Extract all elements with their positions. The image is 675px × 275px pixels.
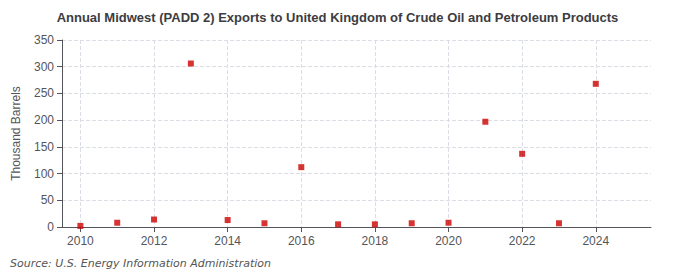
svg-text:350: 350 bbox=[34, 33, 54, 47]
svg-text:0: 0 bbox=[47, 220, 54, 234]
svg-text:Thousand Barrels: Thousand Barrels bbox=[9, 86, 23, 181]
svg-text:50: 50 bbox=[41, 193, 55, 207]
svg-text:100: 100 bbox=[34, 167, 54, 181]
svg-text:2024: 2024 bbox=[582, 234, 609, 248]
svg-text:2020: 2020 bbox=[435, 234, 462, 248]
svg-text:150: 150 bbox=[34, 140, 54, 154]
svg-text:200: 200 bbox=[34, 113, 54, 127]
svg-text:2022: 2022 bbox=[509, 234, 536, 248]
svg-text:2016: 2016 bbox=[288, 234, 315, 248]
svg-text:2014: 2014 bbox=[214, 234, 241, 248]
svg-text:300: 300 bbox=[34, 60, 54, 74]
svg-text:2018: 2018 bbox=[362, 234, 389, 248]
svg-text:2012: 2012 bbox=[141, 234, 168, 248]
svg-text:2010: 2010 bbox=[67, 234, 94, 248]
svg-text:Annual Midwest (PADD 2) Export: Annual Midwest (PADD 2) Exports to Unite… bbox=[57, 10, 619, 25]
svg-text:250: 250 bbox=[34, 86, 54, 100]
svg-text:Source: U.S. Energy Informatio: Source: U.S. Energy Information Administ… bbox=[10, 257, 271, 270]
